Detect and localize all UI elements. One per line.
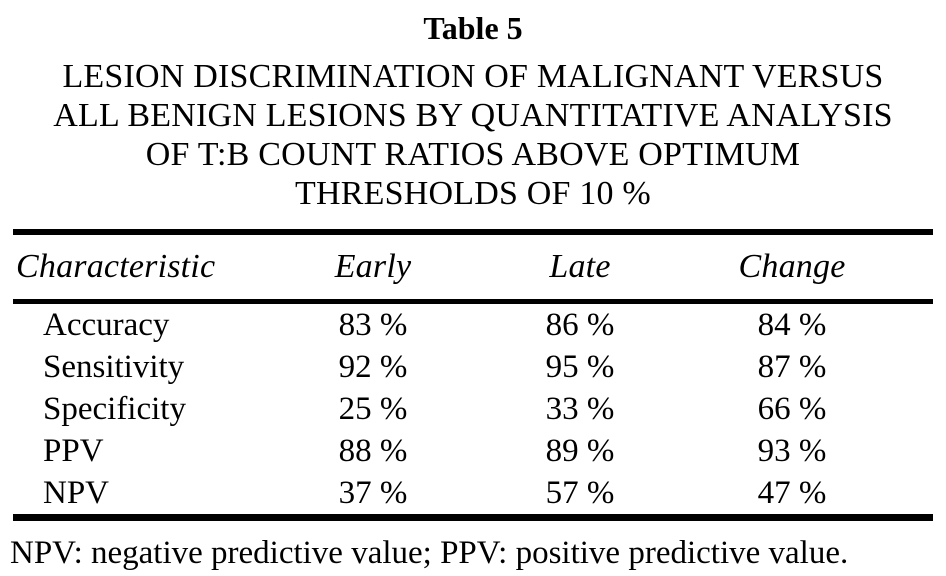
table-caption: LESION DISCRIMINATION OF MALIGNANT VERSU… xyxy=(0,57,946,213)
cell-early: 88 % xyxy=(338,432,408,469)
cell-early: 25 % xyxy=(338,390,408,427)
column-header-characteristic: Characteristic xyxy=(16,248,216,285)
table-row-sensitivity: Sensitivity 92 % 95 % 87 % xyxy=(13,346,933,388)
header-row: Characteristic Early Late Change xyxy=(13,232,933,302)
cell-late: 33 % xyxy=(545,390,615,427)
caption-line: OF T:B COUNT RATIOS ABOVE OPTIMUM xyxy=(145,136,801,173)
table-row-specificity: Specificity 25 % 33 % 66 % xyxy=(13,388,933,430)
cell-early: 83 % xyxy=(338,306,408,343)
table-row-npv: NPV 37 % 57 % 47 % xyxy=(13,472,933,518)
cell-late: 95 % xyxy=(545,348,615,385)
column-header-late: Late xyxy=(549,248,611,285)
table-header: Characteristic Early Late Change xyxy=(13,232,933,302)
cell-early: 92 % xyxy=(338,348,408,385)
row-label: PPV xyxy=(43,432,104,469)
table-number: Table 5 xyxy=(423,10,523,46)
cell-late: 57 % xyxy=(545,474,615,511)
cell-change: 87 % xyxy=(757,348,827,385)
cell-late: 89 % xyxy=(545,432,615,469)
column-header-early: Early xyxy=(334,248,412,285)
row-label: Accuracy xyxy=(43,306,170,343)
cell-early: 37 % xyxy=(338,474,408,511)
table-body: Accuracy 83 % 86 % 84 % Sensitivity 92 %… xyxy=(13,302,933,518)
cell-change: 84 % xyxy=(757,306,827,343)
table-row-accuracy: Accuracy 83 % 86 % 84 % xyxy=(13,302,933,347)
row-label: Sensitivity xyxy=(43,348,185,385)
column-header-change: Change xyxy=(738,248,846,285)
cell-late: 86 % xyxy=(545,306,615,343)
results-table: Characteristic Early Late Change Accurac… xyxy=(13,229,933,521)
caption-line: LESION DISCRIMINATION OF MALIGNANT VERSU… xyxy=(62,58,884,95)
caption-line: THRESHOLDS OF 10 % xyxy=(295,175,651,212)
row-label: Specificity xyxy=(43,390,186,427)
table-footnote: NPV: negative predictive value; PPV: pos… xyxy=(10,535,849,571)
caption-line: ALL BENIGN LESIONS BY QUANTITATIVE ANALY… xyxy=(53,97,893,134)
cell-change: 47 % xyxy=(757,474,827,511)
cell-change: 66 % xyxy=(757,390,827,427)
row-label: NPV xyxy=(43,474,110,511)
table-row-ppv: PPV 88 % 89 % 93 % xyxy=(13,430,933,472)
cell-change: 93 % xyxy=(757,432,827,469)
